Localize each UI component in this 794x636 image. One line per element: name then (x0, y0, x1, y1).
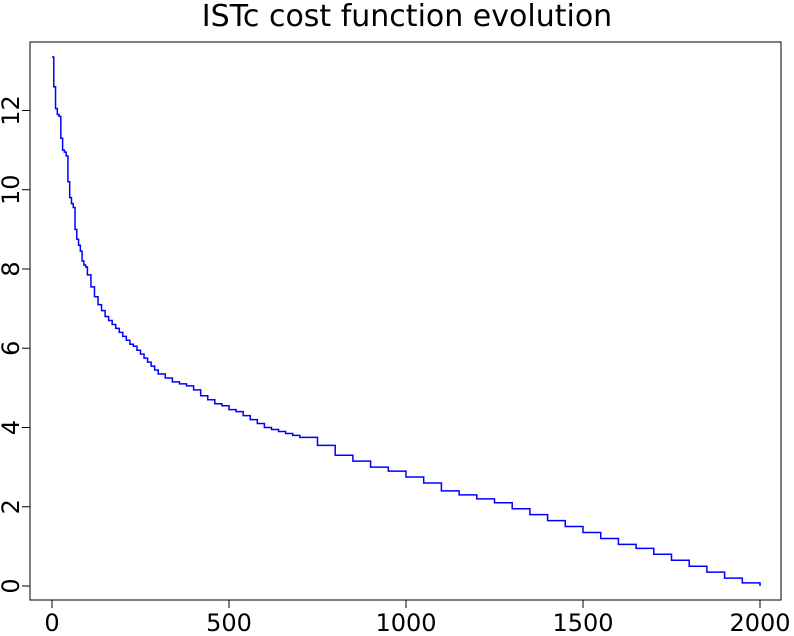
x-tick-label: 2000 (729, 609, 790, 632)
x-tick-label: 500 (206, 609, 252, 632)
y-tick-label: 4 (0, 420, 25, 435)
y-tick-label: 6 (0, 341, 25, 356)
x-tick-label: 1500 (552, 609, 613, 632)
x-tick-label: 0 (44, 609, 59, 632)
y-tick-label: 0 (0, 578, 25, 593)
y-tick-label: 10 (0, 174, 25, 205)
y-tick-label: 8 (0, 261, 25, 276)
chart-title: ISTc cost function evolution (202, 0, 612, 34)
x-axis: 0 500 1000 1500 2000 (44, 600, 791, 636)
y-axis: 0 2 4 6 8 10 12 (0, 95, 30, 594)
y-tick-label: 2 (0, 499, 25, 514)
y-tick-label: 12 (0, 95, 25, 126)
cost-line (52, 56, 761, 586)
plot-frame (29, 41, 782, 601)
series-layer (52, 56, 761, 586)
x-tick-label: 1000 (375, 609, 436, 632)
